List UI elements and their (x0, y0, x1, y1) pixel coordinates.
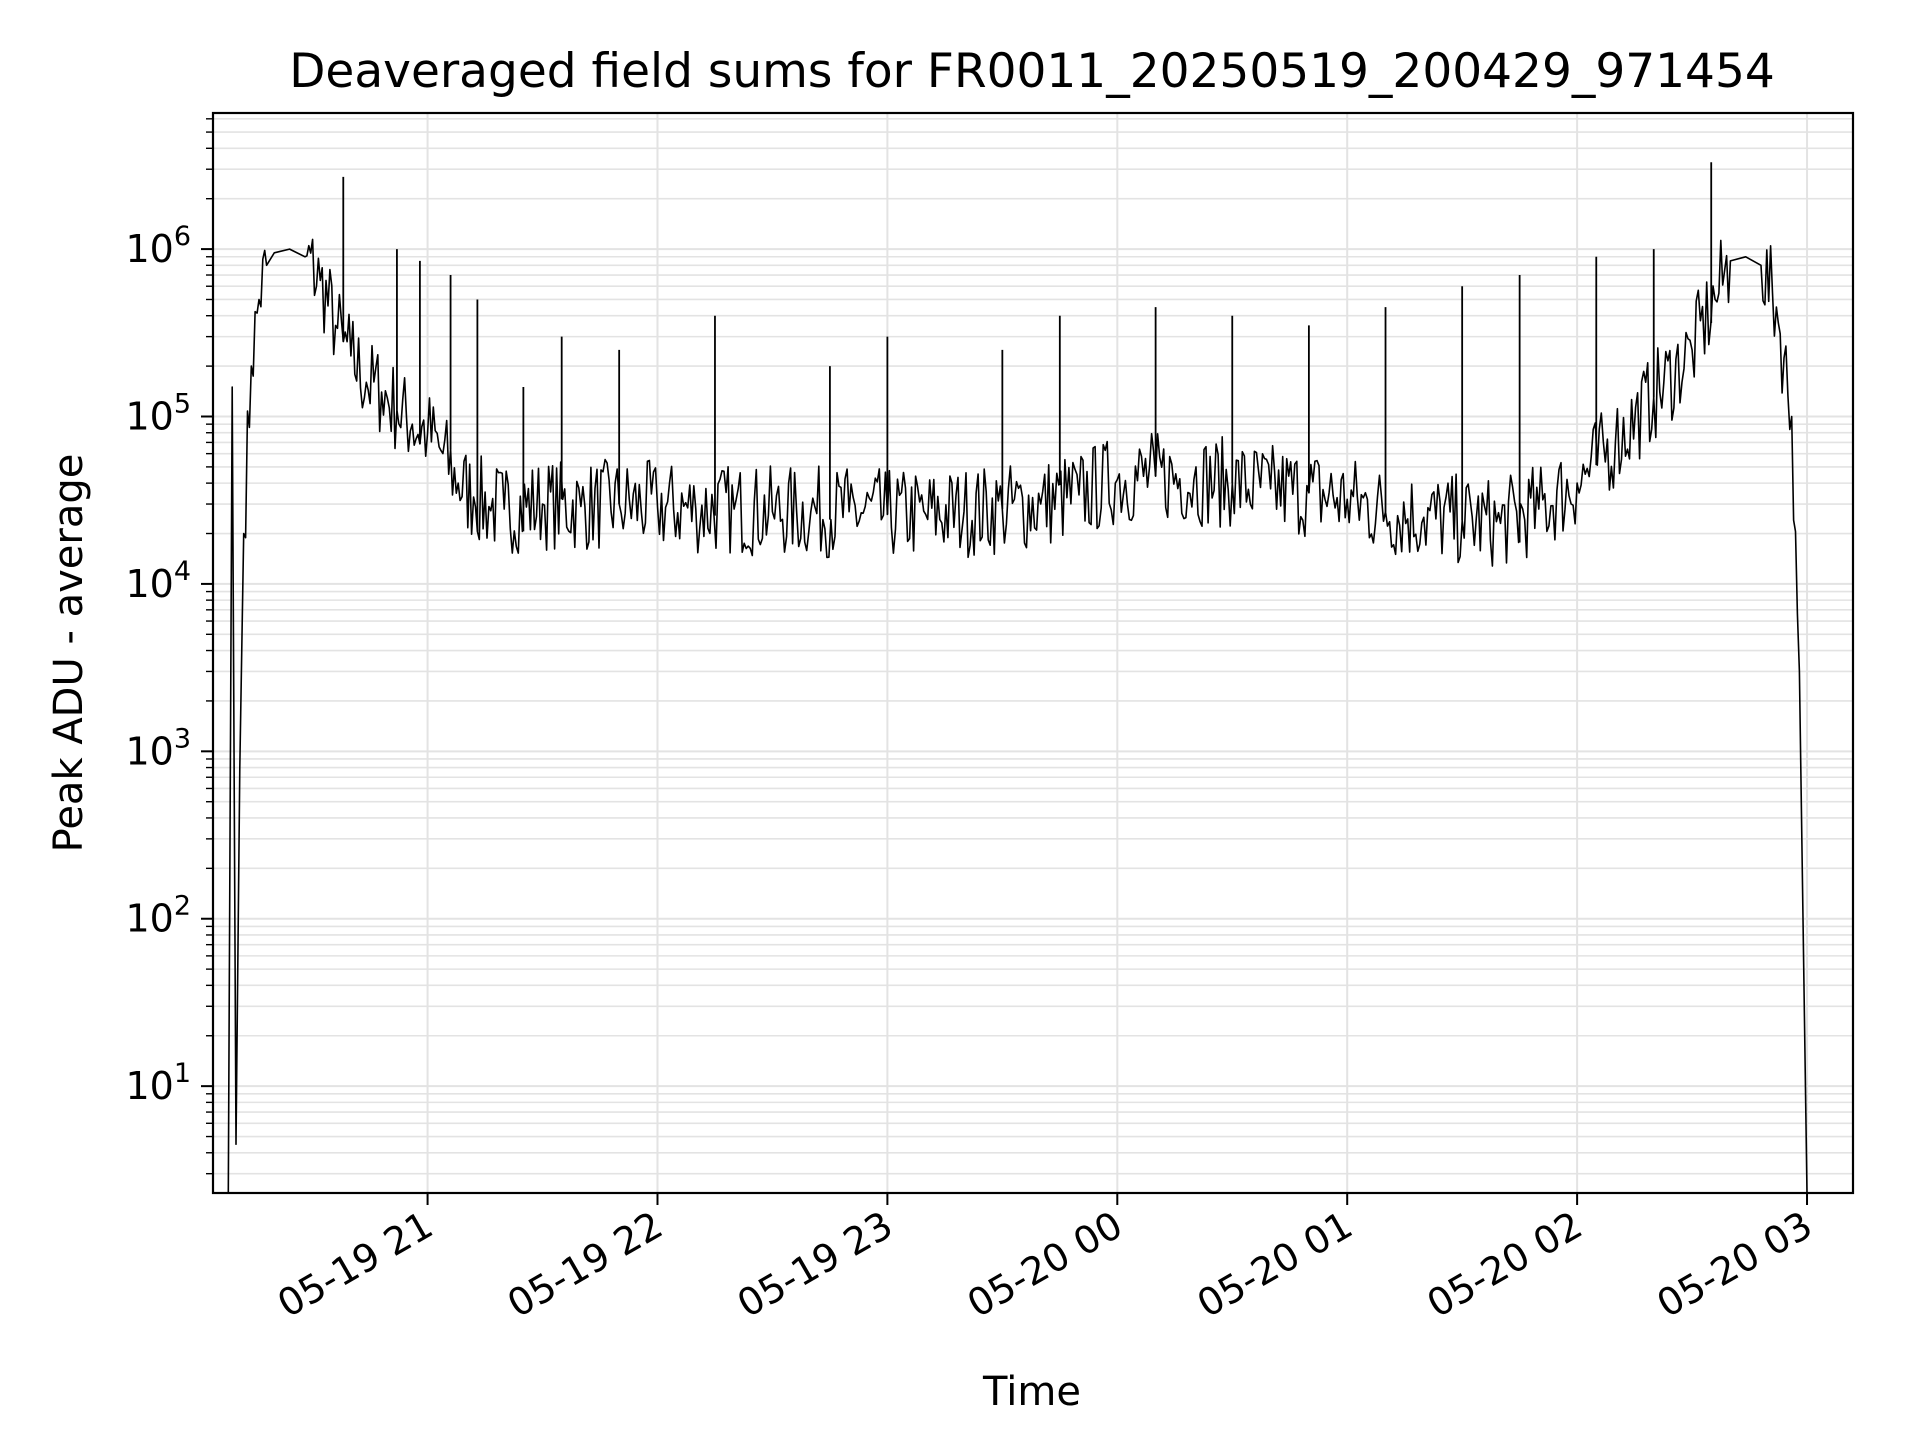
y-tick-label: 105 (125, 389, 191, 439)
grid-layer (213, 113, 1853, 1193)
y-tick-base: 10 (125, 729, 173, 773)
y-tick-exponent: 6 (174, 221, 191, 252)
data-layer (227, 162, 1808, 1194)
y-tick-exponent: 1 (174, 1058, 191, 1089)
y-tick-label: 101 (125, 1058, 191, 1108)
y-tick-exponent: 5 (174, 389, 191, 420)
series-line (227, 238, 1808, 1194)
y-tick-base: 10 (125, 897, 173, 941)
y-tick-label: 106 (125, 221, 191, 271)
y-tick-exponent: 3 (174, 723, 191, 754)
x-axis-label: Time (982, 1369, 1081, 1415)
y-tick-exponent: 2 (174, 891, 191, 922)
y-tick-label: 102 (125, 891, 191, 941)
y-tick-label: 104 (125, 556, 191, 606)
y-tick-exponent: 4 (174, 556, 191, 587)
plot-frame (211, 111, 1855, 1195)
y-tick-base: 10 (125, 227, 173, 271)
y-tick-base: 10 (125, 562, 173, 606)
chart-title: Deaveraged field sums for FR0011_2025051… (289, 44, 1775, 99)
y-tick-base: 10 (125, 395, 173, 439)
y-axis-label: Peak ADU - average (46, 454, 92, 853)
y-tick-label: 103 (125, 723, 191, 773)
y-tick-base: 10 (125, 1064, 173, 1108)
